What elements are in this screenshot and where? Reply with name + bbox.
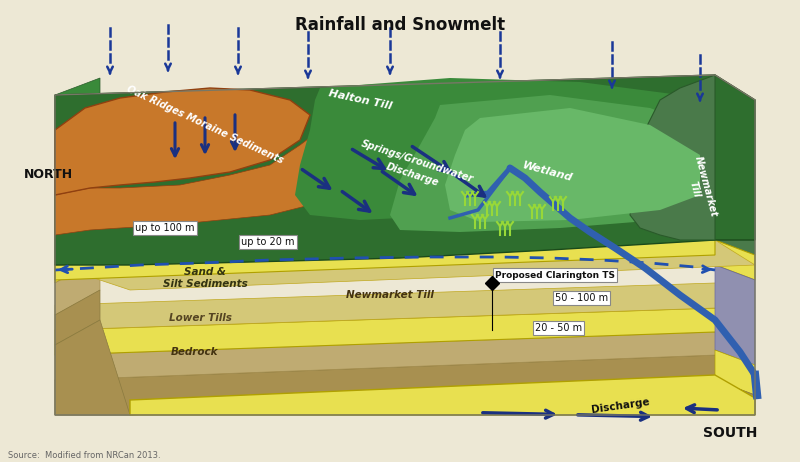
Text: Newmarket Till: Newmarket Till (346, 290, 434, 300)
Polygon shape (55, 332, 755, 380)
Polygon shape (55, 240, 755, 290)
Polygon shape (55, 258, 100, 315)
Text: Wetland: Wetland (522, 160, 574, 183)
Polygon shape (55, 283, 755, 330)
Polygon shape (390, 95, 715, 232)
Polygon shape (55, 240, 715, 280)
Polygon shape (55, 130, 350, 235)
Polygon shape (630, 75, 715, 240)
Polygon shape (130, 375, 755, 415)
Polygon shape (55, 75, 755, 265)
Text: Lower Tills: Lower Tills (169, 313, 231, 323)
Polygon shape (715, 240, 755, 280)
Text: Rainfall and Snowmelt: Rainfall and Snowmelt (295, 16, 505, 34)
Text: Proposed Clarington TS: Proposed Clarington TS (495, 270, 615, 280)
Polygon shape (55, 320, 130, 415)
Text: Bedrock: Bedrock (171, 347, 218, 357)
Polygon shape (715, 265, 755, 365)
Polygon shape (295, 78, 715, 220)
Polygon shape (55, 355, 755, 415)
Polygon shape (715, 75, 755, 175)
Text: NORTH: NORTH (23, 169, 73, 182)
Polygon shape (715, 350, 755, 395)
Polygon shape (55, 78, 100, 130)
Polygon shape (55, 240, 100, 283)
Polygon shape (445, 108, 700, 222)
Text: Discharge: Discharge (590, 397, 650, 415)
Text: 50 - 100 m: 50 - 100 m (555, 293, 608, 303)
Text: up to 100 m: up to 100 m (135, 223, 194, 233)
Text: Newmarket
Till: Newmarket Till (682, 155, 718, 221)
Text: Oak Ridges Moraine Sediments: Oak Ridges Moraine Sediments (125, 84, 285, 166)
Text: up to 20 m: up to 20 m (242, 237, 294, 247)
Text: SOUTH: SOUTH (703, 426, 757, 440)
Text: Source:  Modified from NRCan 2013.: Source: Modified from NRCan 2013. (8, 451, 161, 461)
Text: Halton Till: Halton Till (327, 88, 393, 112)
Text: 20 - 50 m: 20 - 50 m (535, 323, 582, 333)
Polygon shape (715, 155, 755, 255)
Text: Springs/Groundwater
Discharge: Springs/Groundwater Discharge (355, 139, 474, 197)
Polygon shape (715, 380, 755, 415)
Polygon shape (55, 88, 310, 195)
Polygon shape (55, 175, 100, 265)
Polygon shape (55, 110, 100, 200)
Polygon shape (55, 308, 755, 355)
Text: Sand &
Silt Sediments: Sand & Silt Sediments (162, 267, 247, 289)
Polygon shape (55, 290, 100, 345)
